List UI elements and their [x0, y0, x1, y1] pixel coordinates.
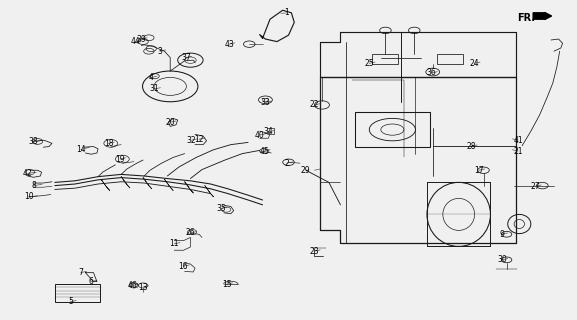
Text: 24: 24 — [470, 59, 479, 68]
Text: 27: 27 — [531, 182, 540, 191]
Text: 32: 32 — [187, 136, 196, 145]
Text: 35: 35 — [216, 204, 226, 213]
Text: 6: 6 — [89, 277, 93, 286]
Text: 3: 3 — [158, 47, 162, 56]
Text: 33: 33 — [261, 98, 270, 107]
Text: 39: 39 — [137, 35, 146, 44]
Text: 23: 23 — [310, 247, 319, 256]
Text: 10: 10 — [24, 192, 33, 201]
Text: 8: 8 — [31, 181, 36, 190]
Text: 25: 25 — [365, 59, 374, 68]
Text: 38: 38 — [29, 137, 38, 146]
Bar — [372, 54, 398, 64]
Text: 5: 5 — [68, 297, 73, 306]
Text: 36: 36 — [427, 68, 436, 77]
Text: 14: 14 — [76, 145, 85, 154]
Bar — [437, 54, 463, 64]
Text: 26: 26 — [186, 228, 195, 237]
Text: 7: 7 — [78, 268, 83, 277]
Text: 4: 4 — [149, 73, 153, 82]
Text: FR.: FR. — [517, 12, 535, 23]
Text: 30: 30 — [497, 255, 507, 264]
Text: 22: 22 — [310, 100, 319, 109]
Text: 46: 46 — [128, 281, 137, 290]
Text: 40: 40 — [255, 131, 264, 140]
Text: 9: 9 — [500, 230, 504, 239]
Text: 15: 15 — [222, 280, 231, 289]
Text: 18: 18 — [104, 139, 113, 148]
Text: 41: 41 — [514, 136, 523, 145]
Text: 29: 29 — [301, 166, 310, 175]
Text: 2: 2 — [284, 159, 289, 168]
Bar — [355, 112, 430, 147]
Text: 31: 31 — [150, 84, 159, 93]
Text: 16: 16 — [179, 262, 188, 271]
Bar — [55, 284, 100, 302]
Text: 11: 11 — [170, 239, 179, 248]
Text: 12: 12 — [194, 135, 204, 144]
Text: 13: 13 — [138, 283, 148, 292]
FancyArrow shape — [533, 12, 552, 20]
Text: 45: 45 — [260, 147, 269, 156]
Text: 43: 43 — [224, 40, 234, 49]
Text: 37: 37 — [181, 53, 190, 62]
Text: 17: 17 — [474, 166, 484, 175]
Text: 21: 21 — [514, 147, 523, 156]
Text: 44: 44 — [131, 37, 140, 46]
Text: 1: 1 — [284, 8, 289, 17]
Text: 20: 20 — [166, 118, 175, 127]
Text: 28: 28 — [467, 142, 476, 151]
Text: 19: 19 — [115, 155, 125, 164]
Text: 34: 34 — [264, 127, 273, 136]
Text: 42: 42 — [23, 169, 32, 178]
